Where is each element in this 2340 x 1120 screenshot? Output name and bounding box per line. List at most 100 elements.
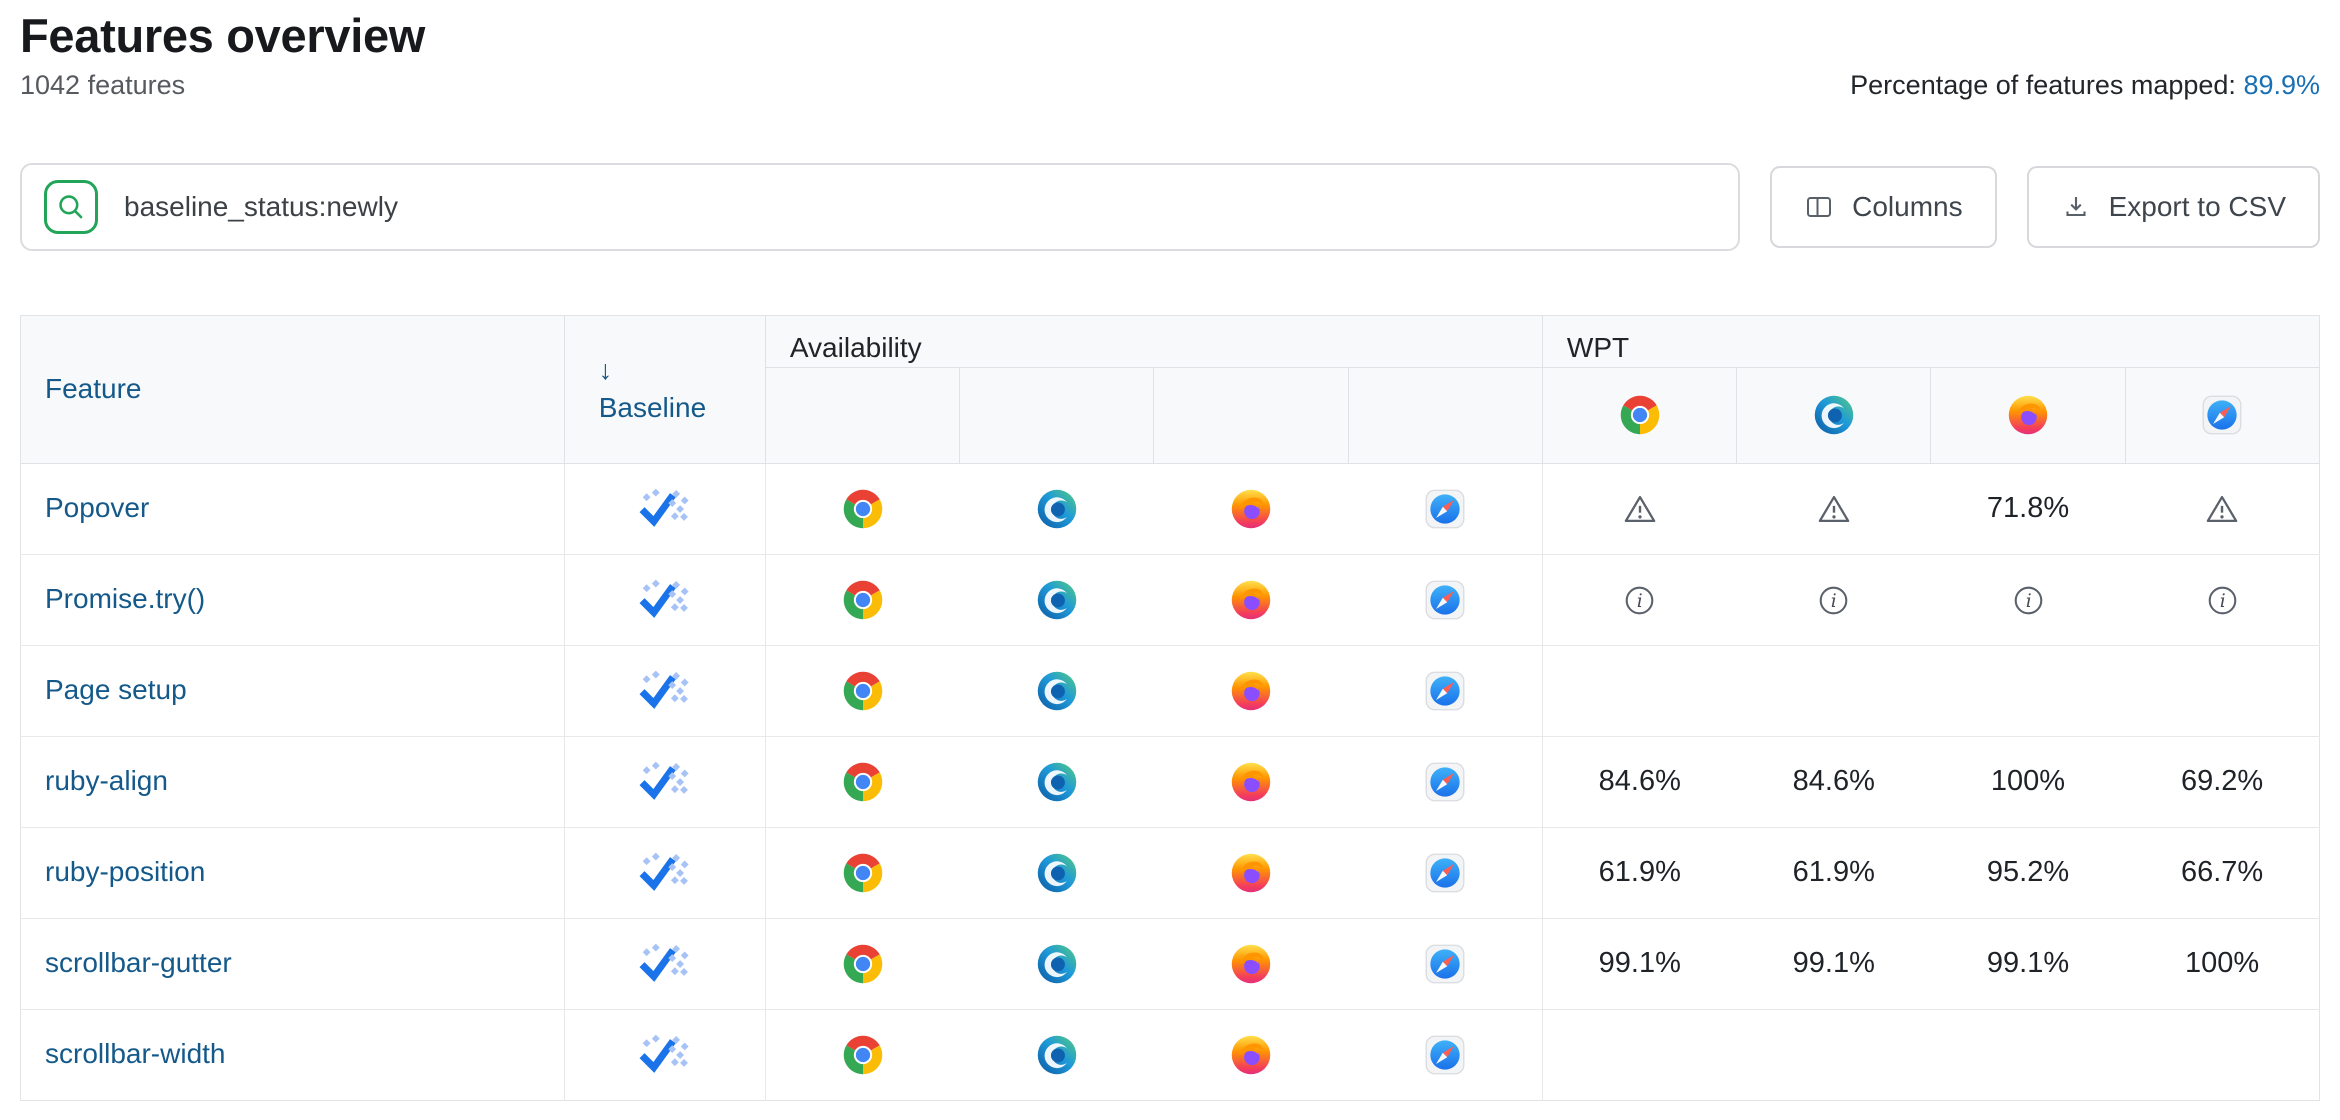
feature-link[interactable]: scrollbar-width <box>45 1038 226 1070</box>
availability-cell <box>959 735 1154 828</box>
firefox-icon <box>1229 487 1273 531</box>
mapped-stat: Percentage of features mapped: 89.9% <box>1850 70 2320 101</box>
availability-cell <box>1153 826 1349 919</box>
wpt-score-cell: i <box>1930 553 2126 646</box>
feature-link[interactable]: Popover <box>45 492 150 524</box>
availability-cell <box>765 462 960 555</box>
wpt-score-cell <box>1736 462 1931 555</box>
edge-icon <box>1035 487 1079 531</box>
availability-cell <box>1153 917 1349 1010</box>
availability-cell <box>1348 553 1543 646</box>
columns-button-label: Columns <box>1852 190 1963 222</box>
wpt-score-cell: i <box>1542 553 1737 646</box>
safari-icon <box>1423 851 1467 895</box>
availability-cell <box>765 917 960 1010</box>
baseline-status-cell <box>564 553 766 646</box>
chrome-icon <box>841 487 885 531</box>
firefox-icon <box>2006 393 2050 437</box>
feature-link[interactable]: scrollbar-gutter <box>45 947 232 979</box>
info-icon: i <box>1623 584 1656 617</box>
feature-cell: scrollbar-width <box>20 1008 565 1101</box>
warning-icon <box>1817 492 1851 526</box>
availability-cell <box>1153 735 1349 828</box>
availability-subcolumn-header <box>1347 367 1543 464</box>
availability-cell <box>1348 1008 1543 1101</box>
chrome-icon <box>841 1033 885 1077</box>
baseline-column-header: ↓ Baseline <box>564 315 766 464</box>
search-box[interactable] <box>20 162 1741 251</box>
wpt-browser-header-edge <box>1736 367 1931 464</box>
firefox-icon <box>1229 851 1273 895</box>
baseline-newly-icon <box>636 943 694 985</box>
safari-icon <box>1423 1033 1467 1077</box>
wpt-score-cell: 95.2% <box>1930 826 2126 919</box>
firefox-icon <box>1229 578 1273 622</box>
safari-icon <box>1423 669 1467 713</box>
chrome-icon <box>841 851 885 895</box>
table-row: scrollbar-gutter 99.1% 99.1% 99.1% 100% <box>20 917 2320 1010</box>
wpt-score-cell <box>1542 1008 1737 1101</box>
availability-subcolumn-header <box>765 367 960 464</box>
chrome-icon <box>1618 393 1662 437</box>
feature-link[interactable]: Page setup <box>45 674 187 706</box>
availability-cell <box>1348 735 1543 828</box>
wpt-group-header: WPT <box>1542 315 2320 368</box>
availability-cell <box>765 826 960 919</box>
wpt-score-cell: i <box>2125 553 2320 646</box>
baseline-status-cell <box>564 644 766 737</box>
baseline-newly-icon <box>636 1034 694 1076</box>
table-body: Popover 71.8% Promise.try() i i i i Page… <box>20 462 2320 1101</box>
edge-icon <box>1812 393 1856 437</box>
chrome-icon <box>841 760 885 804</box>
page-title: Features overview <box>20 9 426 62</box>
availability-cell <box>959 1008 1154 1101</box>
safari-icon <box>2200 393 2244 437</box>
export-csv-button[interactable]: Export to CSV <box>2026 165 2320 248</box>
wpt-score-cell: 61.9% <box>1542 826 1737 919</box>
svg-text:i: i <box>1637 591 1643 612</box>
wpt-score-cell: 99.1% <box>1930 917 2126 1010</box>
baseline-column-label: Baseline <box>598 391 707 423</box>
table-row: Promise.try() i i i i <box>20 553 2320 646</box>
availability-cell <box>1153 644 1349 737</box>
mapped-label: Percentage of features mapped: <box>1850 69 2236 100</box>
mapped-percentage-link[interactable]: 89.9% <box>2243 69 2320 100</box>
table-row: Popover 71.8% <box>20 462 2320 555</box>
wpt-score-cell <box>2125 1008 2320 1101</box>
wpt-score-cell <box>1542 462 1737 555</box>
firefox-icon <box>1229 942 1273 986</box>
wpt-score-cell: 99.1% <box>1736 917 1931 1010</box>
edge-icon <box>1035 1033 1079 1077</box>
availability-cell <box>1153 1008 1349 1101</box>
availability-cell <box>1153 462 1349 555</box>
edge-icon <box>1035 578 1079 622</box>
columns-button[interactable]: Columns <box>1770 165 1997 248</box>
feature-link[interactable]: ruby-position <box>45 856 206 888</box>
wpt-score-cell <box>1542 644 1737 737</box>
availability-cell <box>765 644 960 737</box>
firefox-icon <box>1229 669 1273 713</box>
baseline-status-cell <box>564 462 766 555</box>
edge-icon <box>1035 669 1079 713</box>
baseline-column-sort-link[interactable]: ↓ Baseline <box>599 355 764 424</box>
feature-count: 1042 features <box>20 69 186 100</box>
wpt-score-cell: 66.7% <box>2125 826 2320 919</box>
feature-link[interactable]: Promise.try() <box>45 583 206 615</box>
wpt-score-cell: i <box>1736 553 1931 646</box>
feature-column-sort-link[interactable]: Feature <box>45 373 142 405</box>
baseline-newly-icon <box>636 761 694 803</box>
search-input[interactable] <box>122 189 1717 224</box>
feature-link[interactable]: ruby-align <box>45 765 168 797</box>
wpt-score-cell <box>1736 1008 1931 1101</box>
safari-icon <box>1423 578 1467 622</box>
warning-icon <box>2205 492 2239 526</box>
edge-icon <box>1035 851 1079 895</box>
wpt-browser-header-chrome <box>1541 367 1737 464</box>
svg-text:i: i <box>1831 591 1837 612</box>
availability-cell <box>1348 644 1543 737</box>
availability-cell <box>765 1008 960 1101</box>
wpt-browser-header-firefox <box>1930 367 2126 464</box>
availability-cell <box>1153 553 1349 646</box>
availability-cell <box>1348 462 1543 555</box>
table-row: ruby-position 61.9% 61.9% 95.2% 66.7% <box>20 826 2320 919</box>
